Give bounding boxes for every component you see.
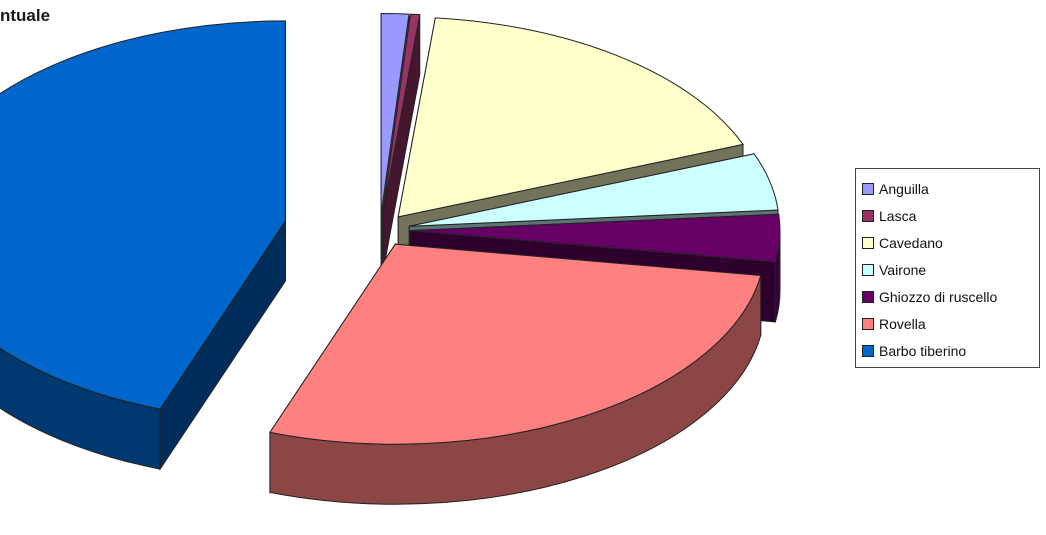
pie-slice-barbo-tiberino [0, 20, 286, 471]
legend-swatch [862, 236, 874, 249]
slice-top [409, 213, 781, 263]
chart-title: ntuale [0, 6, 51, 25]
legend-label: Vairone [879, 261, 927, 278]
legend-label: Lasca [879, 207, 917, 224]
legend-item: Ghiozzo di ruscello [862, 283, 1039, 310]
pie-slice-rovella [269, 242, 762, 505]
legend-swatch [862, 290, 874, 303]
slice-top [0, 20, 286, 410]
slice-top [380, 13, 410, 214]
legend-swatch [862, 182, 874, 195]
legend-swatch [862, 209, 874, 222]
slice-top [397, 17, 744, 218]
legend-label: Cavedano [879, 234, 943, 251]
legend-label: Anguilla [879, 180, 929, 197]
legend-list: Anguilla Lasca Cavedano Vairone Ghiozzo di r… [862, 175, 1039, 364]
legend-swatch [862, 344, 874, 357]
legend-label: Barbo tiberino [879, 342, 967, 359]
legend-item: Cavedano [862, 229, 1039, 256]
slice-top [382, 13, 421, 214]
chart-legend: Anguilla Lasca Cavedano Vairone Ghiozzo di r… [855, 168, 1040, 368]
legend-item: Rovella [862, 310, 1039, 337]
legend-label: Ghiozzo di ruscello [879, 288, 998, 305]
legend-item: Anguilla [862, 175, 1039, 202]
legend-swatch [862, 317, 874, 330]
legend-item: Vairone [862, 256, 1039, 283]
legend-item: Barbo tiberino [862, 337, 1039, 364]
pie-slice-lasca [382, 13, 421, 274]
slice-top [269, 243, 762, 445]
legend-item: Lasca [862, 202, 1039, 229]
pie-chart [0, 13, 781, 505]
legend-label: Rovella [879, 315, 926, 332]
slice-top [409, 153, 779, 227]
legend-swatch [862, 263, 874, 276]
